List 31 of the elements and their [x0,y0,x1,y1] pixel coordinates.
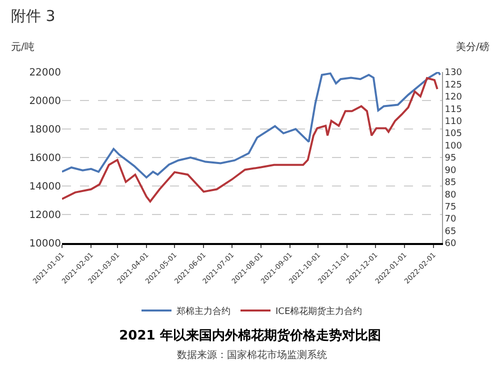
text: 附件 3 [11,7,56,25]
y2-tick-label: 60 [444,239,457,250]
y2-tick-label: 105 [444,129,462,140]
y2-tick-label: 120 [444,92,462,103]
y2-tick-label: 65 [444,226,456,237]
y2-tick-label: 75 [444,202,456,213]
y2-tick-label: 95 [444,154,456,164]
text: 2021 年以来国内外棉花期货价格走势对比图 [119,327,381,344]
y-axis-title: 元/吨 [11,41,34,53]
y-tick-label: 14000 [29,182,61,192]
y-tick-label: 12000 [29,210,61,221]
line-series [62,72,442,178]
y2-tick-label: 100 [444,141,462,152]
y-tick-label: 18000 [29,124,61,136]
y2-tick-label: 130 [444,68,462,78]
y2-axis-title: 美分/磅 [456,41,490,53]
text: 数据来源：国家棉花市场监测系统 [177,349,327,361]
y-tick-label: 16000 [29,153,61,164]
y-tick-label: 22000 [29,68,61,78]
line-series [62,77,438,202]
y2-tick-label: 70 [444,214,457,225]
y-tick-label: 10000 [29,238,61,250]
legend-label: 郑棉主力合约 [176,306,230,318]
y2-tick-label: 85 [444,178,456,188]
legend-label: ICE棉花期货主力合约 [276,306,362,318]
y2-tick-label: 80 [444,190,457,200]
y2-tick-label: 125 [444,80,462,90]
y2-tick-label: 115 [444,104,462,115]
y2-tick-label: 110 [444,117,462,128]
y2-tick-label: 90 [444,166,457,176]
y-tick-label: 20000 [29,96,61,107]
